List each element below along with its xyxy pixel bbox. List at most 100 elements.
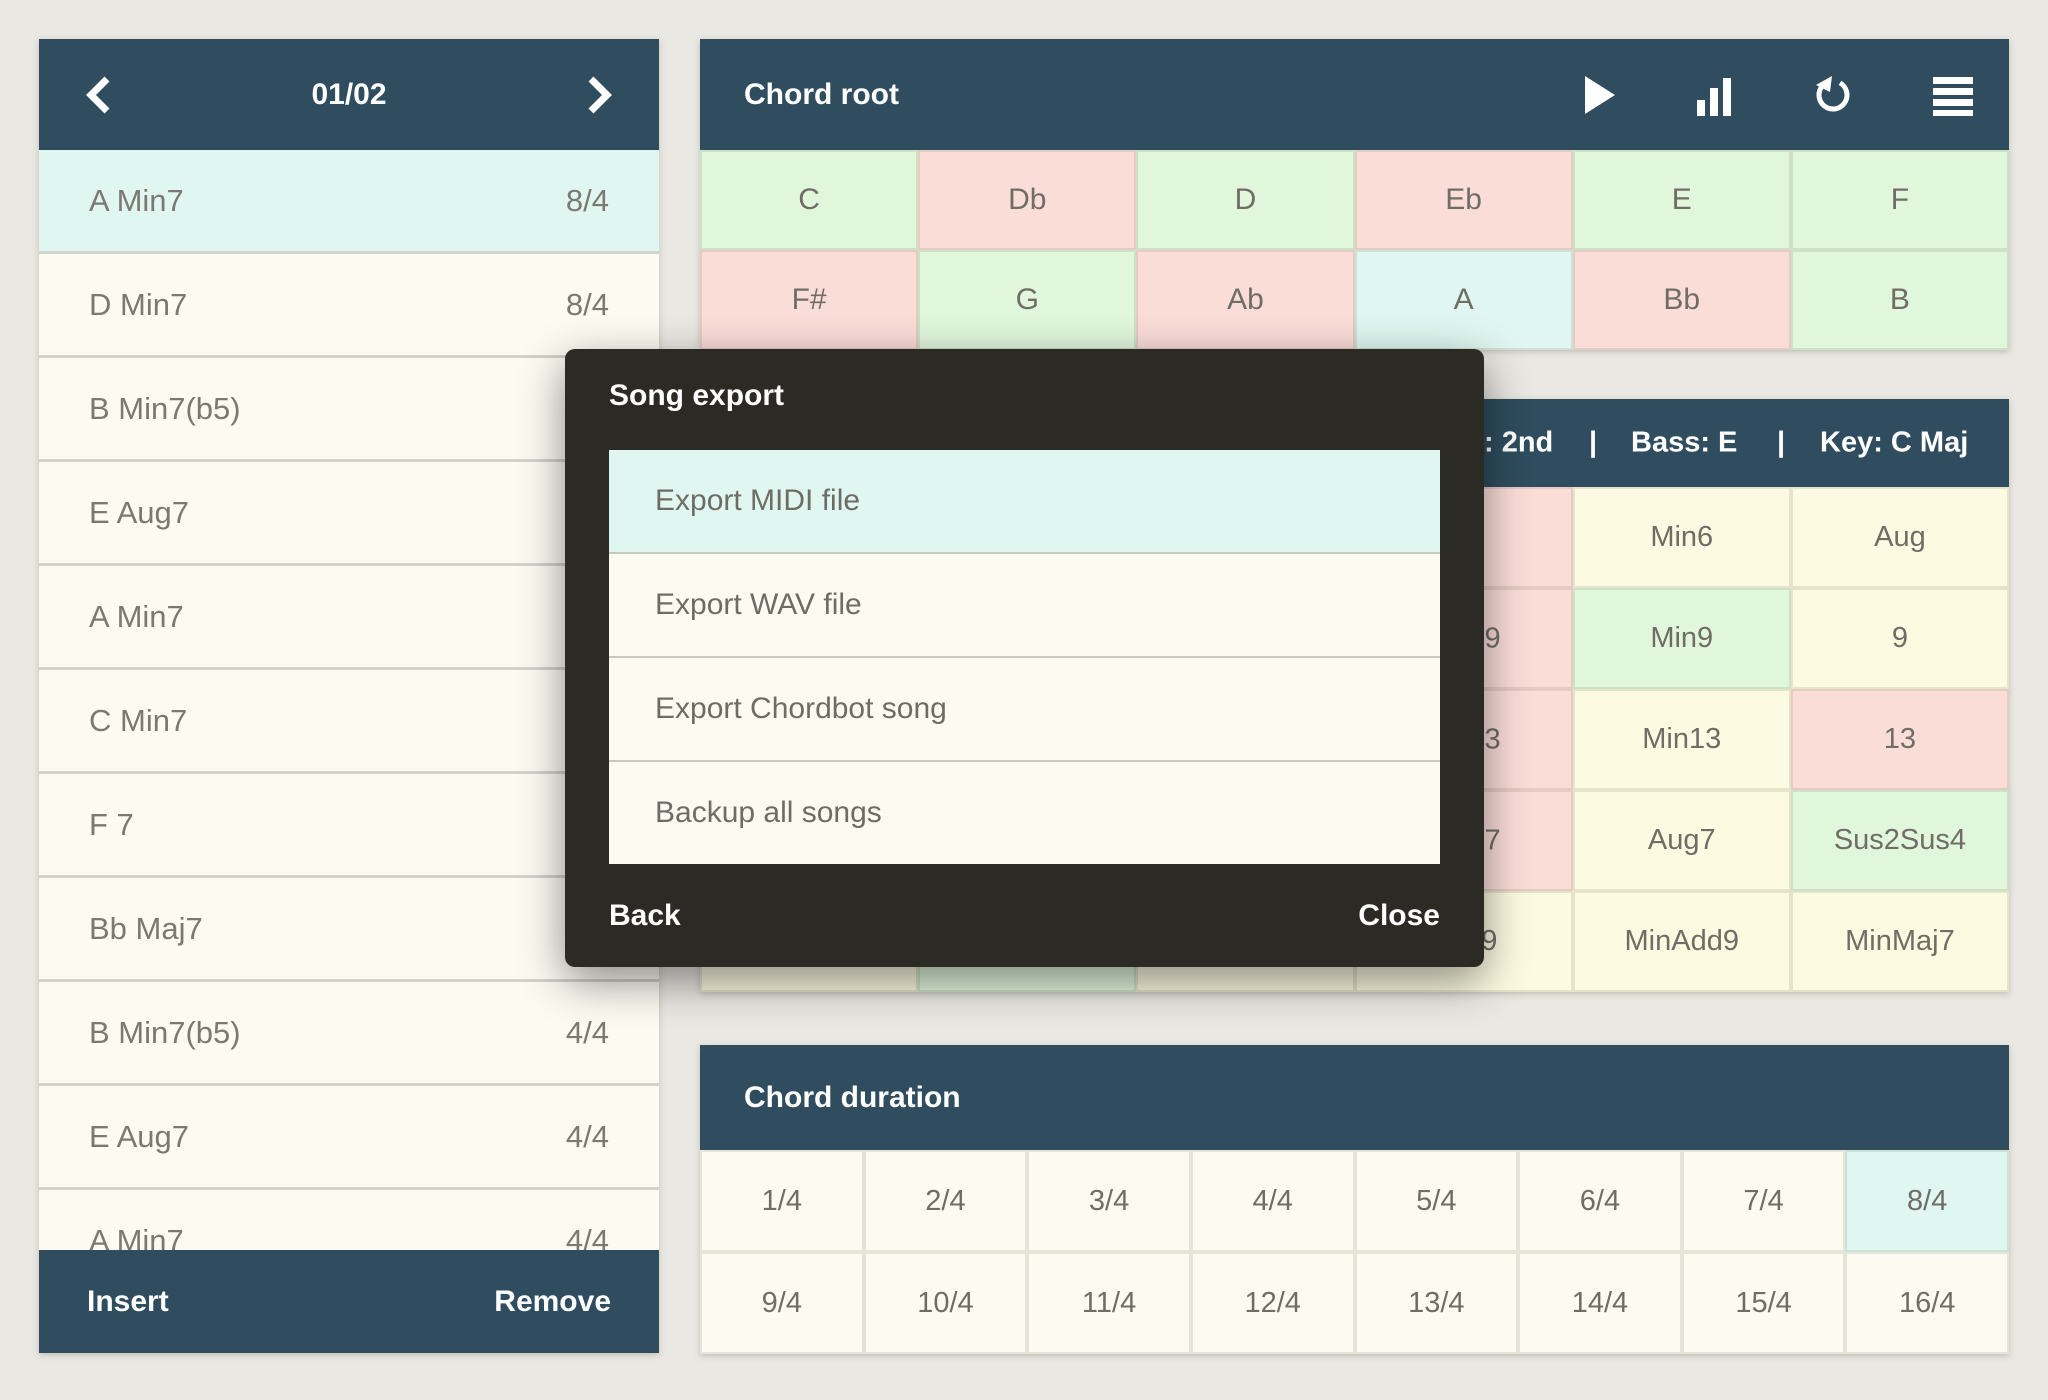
chord-row[interactable]: E Aug7 4/4 — [39, 1086, 659, 1187]
chord-duration: 8/4 — [565, 286, 609, 322]
undo-icon[interactable] — [1811, 73, 1855, 117]
duration-cell-selected[interactable]: 8/4 — [1845, 1150, 2009, 1252]
chord-type-cell[interactable]: Min13 — [1572, 689, 1791, 790]
chord-row[interactable]: F 7 — [39, 774, 659, 875]
close-button[interactable]: Close — [1358, 898, 1440, 932]
type-label: Min6 — [1650, 521, 1714, 553]
duration-cell[interactable]: 1/4 — [700, 1150, 864, 1252]
type-label: 3 — [1484, 723, 1501, 755]
root-note-cell[interactable]: D — [1136, 150, 1355, 250]
duration-cell[interactable]: 3/4 — [1027, 1150, 1191, 1252]
duration-cell[interactable]: 15/4 — [1681, 1252, 1846, 1354]
chord-type-cell[interactable]: Min9 — [1572, 588, 1791, 689]
note-label: Ab — [1227, 283, 1264, 316]
chord-type-cell[interactable]: Sus2Sus4 — [1790, 790, 2009, 891]
export-midi-option[interactable]: Export MIDI file — [609, 450, 1440, 552]
root-note-cell-selected[interactable]: A — [1354, 250, 1573, 350]
chord-row[interactable]: E Aug7 — [39, 462, 659, 563]
duration-cell[interactable]: 11/4 — [1027, 1252, 1191, 1354]
bar-chart-icon[interactable] — [1695, 74, 1733, 116]
duration-label: 13/4 — [1408, 1286, 1465, 1319]
modal-title: Song export — [609, 379, 785, 412]
duration-label: 12/4 — [1244, 1286, 1301, 1319]
chord-type-cell[interactable]: MinMaj7 — [1790, 891, 2009, 992]
chord-root-header: Chord root — [700, 39, 2009, 150]
root-note-cell[interactable]: G — [918, 250, 1137, 350]
duration-cell[interactable]: 6/4 — [1518, 1150, 1682, 1252]
chord-row[interactable]: C Min7 — [39, 670, 659, 771]
panel-title: Chord root — [744, 77, 899, 111]
duration-label: 14/4 — [1571, 1286, 1629, 1319]
chord-row[interactable]: D Min7 8/4 — [39, 254, 659, 355]
chord-name: D Min7 — [89, 286, 188, 322]
inversion-status[interactable]: : 2nd — [1484, 426, 1554, 459]
chord-name: E Aug7 — [89, 494, 189, 530]
chord-duration: 4/4 — [565, 1118, 609, 1154]
chord-duration-header: Chord duration — [700, 1045, 2009, 1150]
root-note-cell[interactable]: Eb — [1354, 150, 1573, 250]
play-icon[interactable] — [1583, 74, 1617, 116]
bass-status[interactable]: Bass: E — [1631, 426, 1738, 459]
duration-cell[interactable]: 12/4 — [1190, 1252, 1355, 1354]
type-label: 13 — [1883, 723, 1917, 755]
chord-duration-panel: Chord duration 1/4 2/4 3/4 4/4 5/4 6/4 7… — [700, 1045, 2009, 1354]
panel-title: Chord duration — [744, 1080, 961, 1114]
duration-cell[interactable]: 9/4 — [700, 1252, 864, 1354]
root-note-cell[interactable]: Ab — [1136, 250, 1355, 350]
root-note-cell[interactable]: E — [1572, 150, 1791, 250]
chevron-left-icon[interactable] — [85, 75, 111, 115]
duration-cell[interactable]: 7/4 — [1681, 1150, 1846, 1252]
back-button[interactable]: Back — [609, 898, 681, 932]
option-label: Backup all songs — [655, 796, 882, 829]
duration-label: 10/4 — [917, 1286, 974, 1319]
duration-cell[interactable]: 4/4 — [1190, 1150, 1355, 1252]
song-export-modal: Song export Export MIDI file Export WAV … — [565, 349, 1484, 967]
type-label: Min9 — [1650, 622, 1714, 654]
key-status[interactable]: Key: C Maj — [1820, 426, 1969, 459]
duration-cell[interactable]: 2/4 — [863, 1150, 1028, 1252]
note-label: G — [1015, 283, 1039, 316]
root-note-cell[interactable]: B — [1790, 250, 2009, 350]
note-label: C — [798, 183, 820, 216]
chord-row[interactable]: B Min7(b5) — [39, 358, 659, 459]
duration-label: 9/4 — [761, 1286, 802, 1319]
chord-row[interactable]: A Min7 8/4 — [39, 150, 659, 251]
chord-type-cell[interactable]: Aug — [1790, 487, 2009, 588]
root-note-cell[interactable]: Bb — [1572, 250, 1791, 350]
chord-row[interactable]: B Min7(b5) 4/4 — [39, 982, 659, 1083]
note-label: Db — [1008, 183, 1047, 216]
chord-type-cell[interactable]: Min6 — [1572, 487, 1791, 588]
chord-type-cell[interactable]: MinAdd9 — [1572, 891, 1791, 992]
duration-label: 2/4 — [925, 1184, 966, 1217]
root-note-cell[interactable]: F# — [700, 250, 919, 350]
duration-label: 4/4 — [1252, 1184, 1293, 1217]
duration-cell[interactable]: 10/4 — [863, 1252, 1028, 1354]
chord-type-cell[interactable]: 13 — [1790, 689, 2009, 790]
duration-cell[interactable]: 14/4 — [1518, 1252, 1682, 1354]
duration-cell[interactable]: 13/4 — [1354, 1252, 1519, 1354]
backup-all-songs-option[interactable]: Backup all songs — [609, 762, 1440, 864]
duration-cell[interactable]: 16/4 — [1845, 1252, 2009, 1354]
root-note-cell[interactable]: F — [1790, 150, 2009, 250]
chord-type-cell[interactable]: 9 — [1790, 588, 2009, 689]
chord-type-cell[interactable]: Aug7 — [1572, 790, 1791, 891]
root-note-cell[interactable]: Db — [918, 150, 1137, 250]
option-label: Export MIDI file — [655, 484, 861, 517]
type-label: 9 — [1891, 622, 1908, 654]
duration-label: 7/4 — [1743, 1184, 1784, 1217]
remove-button[interactable]: Remove — [494, 1284, 611, 1318]
note-label: Eb — [1445, 183, 1482, 216]
duration-label: 15/4 — [1735, 1286, 1792, 1319]
root-note-cell[interactable]: C — [700, 150, 919, 250]
duration-cell[interactable]: 5/4 — [1354, 1150, 1519, 1252]
menu-icon[interactable] — [1933, 73, 1973, 117]
chord-name: B Min7(b5) — [89, 390, 241, 426]
chord-row[interactable]: Bb Maj7 — [39, 878, 659, 979]
insert-button[interactable]: Insert — [87, 1284, 169, 1318]
export-chordbot-song-option[interactable]: Export Chordbot song — [609, 658, 1440, 760]
export-wav-option[interactable]: Export WAV file — [609, 554, 1440, 656]
chord-duration-grid: 1/4 2/4 3/4 4/4 5/4 6/4 7/4 8/4 9/4 10/4… — [700, 1150, 2009, 1354]
chord-row[interactable]: A Min7 — [39, 566, 659, 667]
chevron-right-icon[interactable] — [587, 75, 613, 115]
